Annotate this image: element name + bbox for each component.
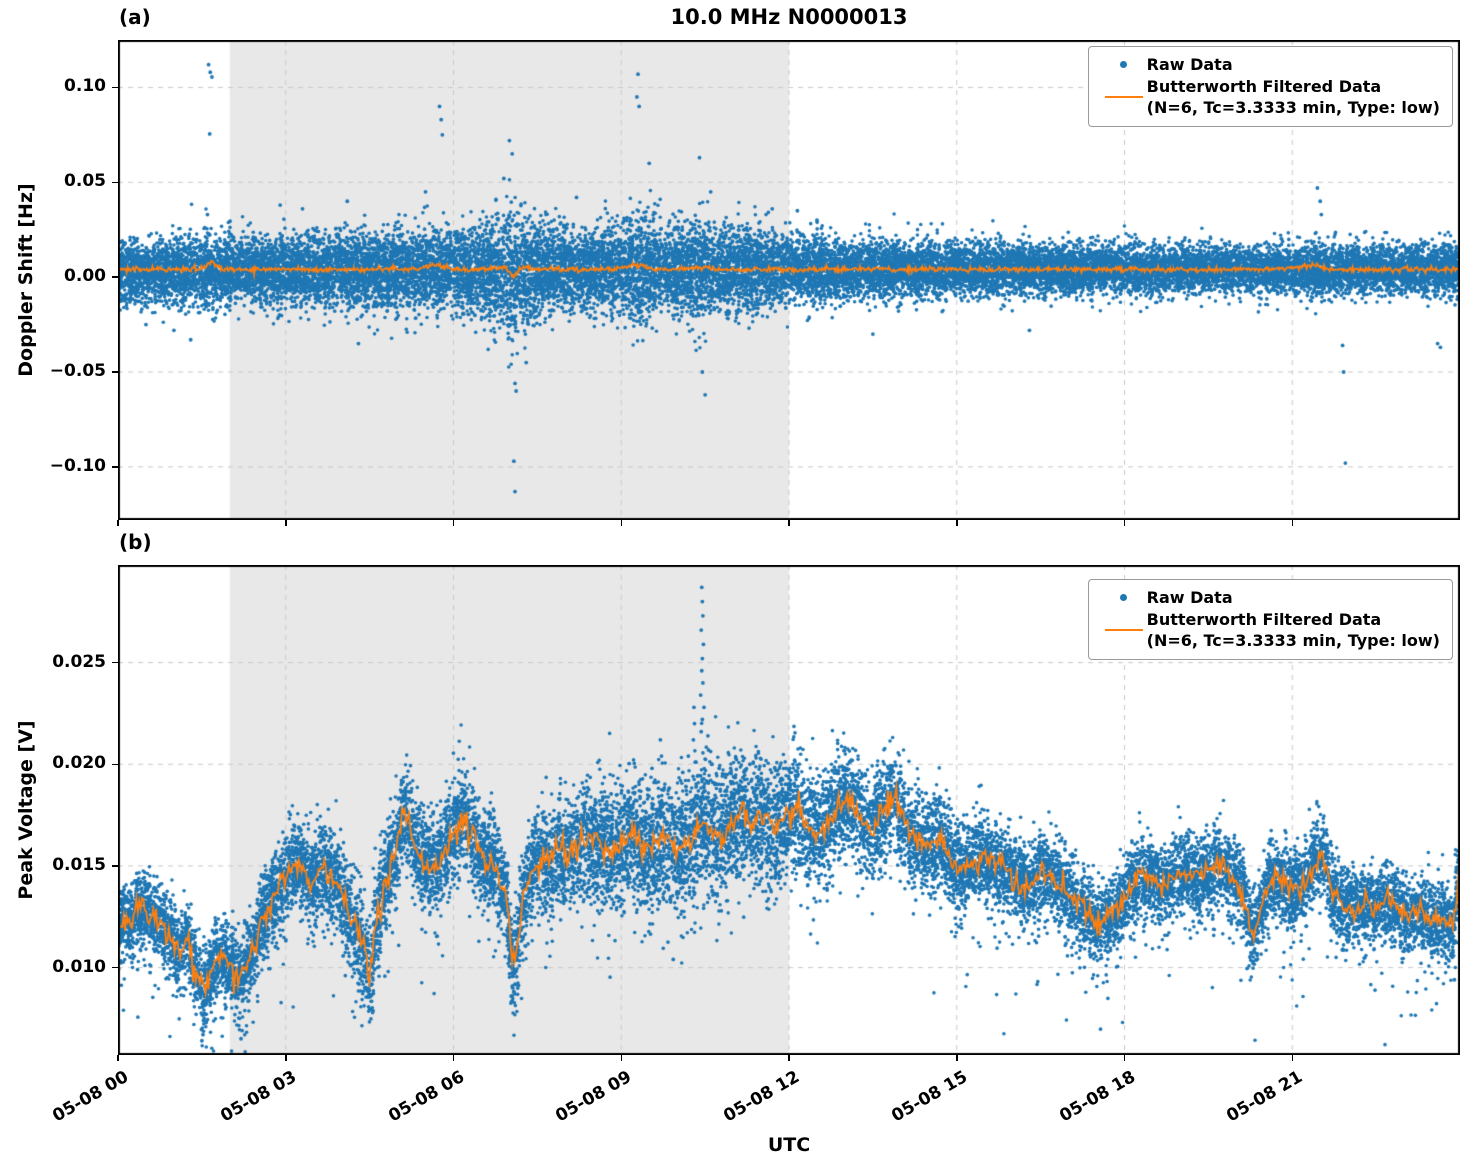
y-tick-mark xyxy=(112,86,118,89)
filtered-line-marker-icon xyxy=(1104,629,1143,632)
legend-filtered-label: Butterworth Filtered Data xyxy=(1146,609,1382,629)
y-tick-label: −0.10 xyxy=(49,455,106,476)
x-tick-mark xyxy=(1291,1055,1293,1061)
x-tick-mark xyxy=(788,520,790,526)
x-tick-mark xyxy=(285,1055,287,1061)
x-axis-label: UTC xyxy=(767,1134,811,1156)
panel-b-legend: Raw Data Butterworth Filtered Data (N=6,… xyxy=(1087,579,1453,660)
x-tick-label: 05-08 15 xyxy=(888,1067,971,1127)
raw-data-marker-icon xyxy=(1120,594,1128,602)
legend-filtered-label: Butterworth Filtered Data xyxy=(1146,76,1382,96)
legend-filtered-row: Butterworth Filtered Data (N=6, Tc=3.333… xyxy=(1101,76,1440,119)
raw-data-marker-icon xyxy=(1120,61,1128,69)
y-tick-mark xyxy=(112,661,118,664)
y-tick-mark xyxy=(112,181,118,184)
y-tick-label: 0.015 xyxy=(52,854,106,875)
panel-b-y-axis-label: Peak Voltage [V] xyxy=(15,720,37,900)
x-tick-label: 05-08 06 xyxy=(384,1067,468,1127)
y-tick-label: 0.05 xyxy=(64,171,106,192)
x-tick-label: 05-08 00 xyxy=(49,1067,132,1127)
y-tick-label: 0.10 xyxy=(64,76,106,97)
panel-b-plot-area: Raw Data Butterworth Filtered Data (N=6,… xyxy=(118,565,1460,1055)
x-tick-mark xyxy=(1291,520,1293,526)
x-tick-mark xyxy=(1123,520,1126,526)
legend-raw-label: Raw Data xyxy=(1146,588,1233,607)
legend-filtered-row: Butterworth Filtered Data (N=6, Tc=3.333… xyxy=(1101,609,1440,652)
panel-a-plot-area: Raw Data Butterworth Filtered Data (N=6,… xyxy=(118,40,1460,520)
y-tick-label: 0.010 xyxy=(52,956,106,977)
x-tick-mark xyxy=(452,520,455,526)
chart-title: 10.0 MHz N0000013 xyxy=(670,5,908,29)
y-tick-mark xyxy=(112,276,118,278)
panel-a-legend: Raw Data Butterworth Filtered Data (N=6,… xyxy=(1087,46,1453,127)
x-tick-mark xyxy=(956,520,958,526)
x-tick-label: 05-08 03 xyxy=(217,1067,300,1127)
y-tick-mark xyxy=(112,466,118,468)
y-tick-mark xyxy=(112,865,118,867)
x-tick-mark xyxy=(1123,1055,1126,1061)
x-tick-mark xyxy=(788,1055,790,1061)
y-tick-label: 0.020 xyxy=(52,753,106,774)
panel-a-y-axis-label: Doppler Shift [Hz] xyxy=(15,183,37,377)
x-tick-label: 05-08 18 xyxy=(1055,1067,1139,1127)
panel-b-label: (b) xyxy=(119,530,152,554)
filtered-line-marker-icon xyxy=(1104,96,1143,99)
y-tick-label: 0.00 xyxy=(64,266,106,287)
y-tick-mark xyxy=(112,966,118,969)
x-tick-mark xyxy=(285,520,287,526)
legend-raw-label: Raw Data xyxy=(1146,55,1233,74)
x-tick-mark xyxy=(117,1055,119,1061)
x-tick-mark xyxy=(956,1055,958,1061)
y-tick-label: −0.05 xyxy=(49,361,106,382)
legend-raw-row: Raw Data xyxy=(1101,587,1440,609)
x-tick-mark xyxy=(452,1055,455,1061)
x-tick-label: 05-08 21 xyxy=(1223,1067,1307,1127)
x-tick-label: 05-08 09 xyxy=(552,1067,636,1127)
x-tick-mark xyxy=(620,1055,622,1061)
x-tick-mark xyxy=(620,520,622,526)
legend-filtered-sublabel: (N=6, Tc=3.3333 min, Type: low) xyxy=(1146,631,1440,651)
legend-filtered-sublabel: (N=6, Tc=3.3333 min, Type: low) xyxy=(1146,98,1440,118)
y-tick-mark xyxy=(112,763,118,765)
y-tick-label: 0.025 xyxy=(52,651,106,672)
y-tick-mark xyxy=(112,371,118,373)
panel-a-label: (a) xyxy=(119,5,151,29)
x-tick-mark xyxy=(117,520,119,526)
legend-raw-row: Raw Data xyxy=(1101,54,1440,76)
